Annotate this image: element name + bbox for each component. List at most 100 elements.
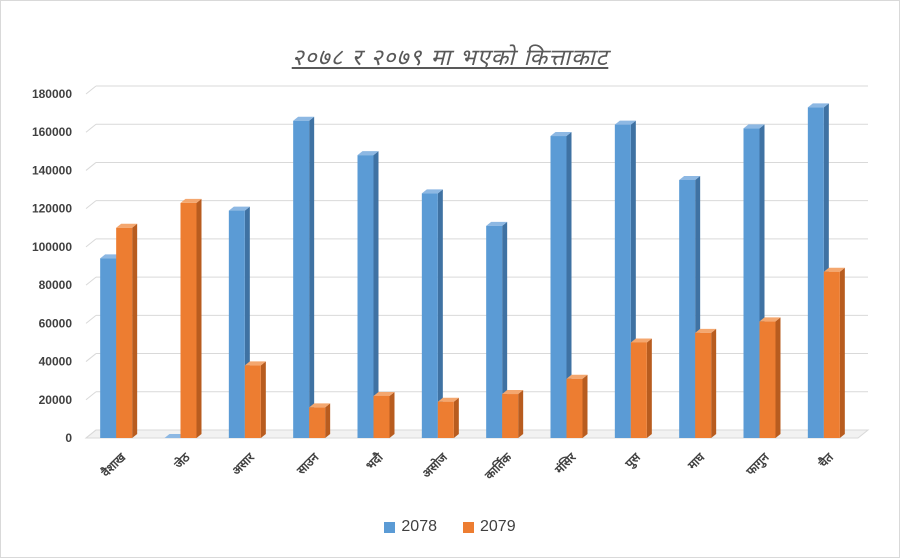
bar-front: [309, 407, 326, 438]
bar-2078-3[interactable]: [293, 116, 315, 438]
bar-side: [775, 317, 781, 438]
y-tick-label: 0: [65, 431, 72, 445]
bar-front: [244, 365, 261, 438]
bar-front: [807, 107, 824, 438]
y-tick-label: 180000: [32, 87, 72, 101]
x-tick-label: जेठ: [171, 450, 194, 473]
bar-top: [293, 116, 315, 121]
legend: 2078 2079: [0, 518, 900, 536]
bar-front: [743, 128, 760, 438]
x-tick-label: असोज: [419, 449, 450, 480]
bar-front: [823, 271, 840, 438]
bar-top: [630, 338, 652, 343]
y-tick-label: 40000: [39, 355, 73, 369]
bar-top: [695, 328, 717, 333]
bar-side: [325, 403, 331, 438]
bar-top: [486, 221, 508, 226]
gridline-side: [85, 85, 97, 95]
bar-2078-4[interactable]: [357, 151, 379, 438]
bar-2079-6[interactable]: [502, 390, 524, 438]
bar-front: [228, 210, 245, 438]
bar-front: [357, 155, 374, 438]
bar-front: [373, 395, 390, 438]
y-axis: 0 20000 40000 60000 80000 100000 120000 140000 1…: [32, 87, 72, 445]
legend-label-2078: 2078: [401, 518, 437, 535]
bar-top: [164, 434, 186, 438]
bar-top: [614, 120, 636, 125]
gridline-side: [85, 429, 97, 439]
bar-side: [839, 267, 845, 438]
x-tick-label: फागुन: [743, 449, 773, 479]
bar-top: [823, 267, 845, 272]
bar-side: [502, 221, 508, 438]
bar-top: [228, 206, 250, 211]
bar-top: [566, 374, 588, 379]
bar-front: [566, 378, 583, 438]
bar-side: [453, 397, 459, 438]
bar-front: [679, 180, 696, 438]
bar-front: [486, 225, 503, 438]
legend-item-2079[interactable]: 2079: [463, 518, 516, 536]
gridline-side: [85, 314, 97, 324]
bar-2079-5[interactable]: [437, 397, 459, 438]
bar-2079-4[interactable]: [373, 391, 395, 438]
bar-front: [116, 227, 133, 438]
bar-top: [437, 397, 459, 402]
x-tick-label: असार: [229, 449, 258, 478]
bar-top: [502, 390, 524, 395]
bar-front: [614, 124, 631, 439]
legend-swatch-2079: [463, 521, 474, 533]
y-tick-label: 80000: [39, 278, 73, 292]
legend-swatch-2078: [384, 521, 396, 533]
bar-top: [357, 151, 379, 156]
bar-side: [389, 391, 395, 438]
gridline-side: [85, 238, 97, 248]
gridlines: [84, 85, 870, 439]
bar-side: [309, 116, 315, 438]
bar-front: [421, 193, 438, 438]
y-tick-label: 160000: [32, 125, 72, 139]
bar-front: [100, 258, 117, 438]
bar-2078-5[interactable]: [421, 189, 443, 438]
bar-2079-0[interactable]: [116, 223, 138, 438]
bar-front: [630, 342, 647, 438]
bar-top: [759, 317, 781, 322]
x-axis: वैशाख जेठ असार साउन भदौ असोज कार्तिक मंसिर पुस मा…: [98, 449, 837, 483]
gridline-side: [85, 162, 97, 171]
bar-2079-9[interactable]: [695, 328, 717, 438]
gridline-side: [85, 200, 97, 210]
bar-top: [679, 176, 701, 180]
legend-item-2078[interactable]: 2078: [384, 518, 437, 536]
bar-2079-10[interactable]: [759, 317, 781, 438]
chart-title: २०७८ र २०७९ मा भएको कित्ताकाट: [291, 45, 609, 71]
bar-2078-6[interactable]: [486, 221, 508, 438]
x-tick-label: साउन: [293, 449, 322, 478]
bar-side: [566, 132, 572, 439]
bar-2078-1[interactable]: [164, 434, 186, 438]
bar-top: [550, 132, 572, 137]
gridline-side: [85, 276, 97, 286]
bar-top: [116, 223, 138, 228]
bar-side: [518, 390, 524, 438]
bar-front: [502, 394, 519, 438]
bar-2079-3[interactable]: [309, 403, 331, 438]
bar-front: [293, 120, 310, 438]
bar-side: [437, 189, 443, 438]
bar-2078-7[interactable]: [550, 132, 572, 439]
bar-2079-2[interactable]: [244, 361, 266, 438]
bar-top: [100, 254, 122, 259]
y-tick-label: 60000: [39, 316, 73, 330]
bar-side: [373, 151, 379, 438]
y-tick-label: 140000: [32, 163, 72, 177]
bar-2079-11[interactable]: [823, 267, 845, 438]
y-tick-label: 100000: [32, 240, 72, 254]
bar-top: [807, 103, 829, 108]
bar-2079-1[interactable]: [180, 198, 202, 438]
bar-side: [646, 338, 652, 438]
bar-2079-7[interactable]: [566, 374, 588, 438]
bar-top: [180, 198, 202, 203]
bar-side: [132, 223, 138, 438]
bar-2079-8[interactable]: [630, 338, 652, 438]
gridline-side: [85, 353, 97, 362]
